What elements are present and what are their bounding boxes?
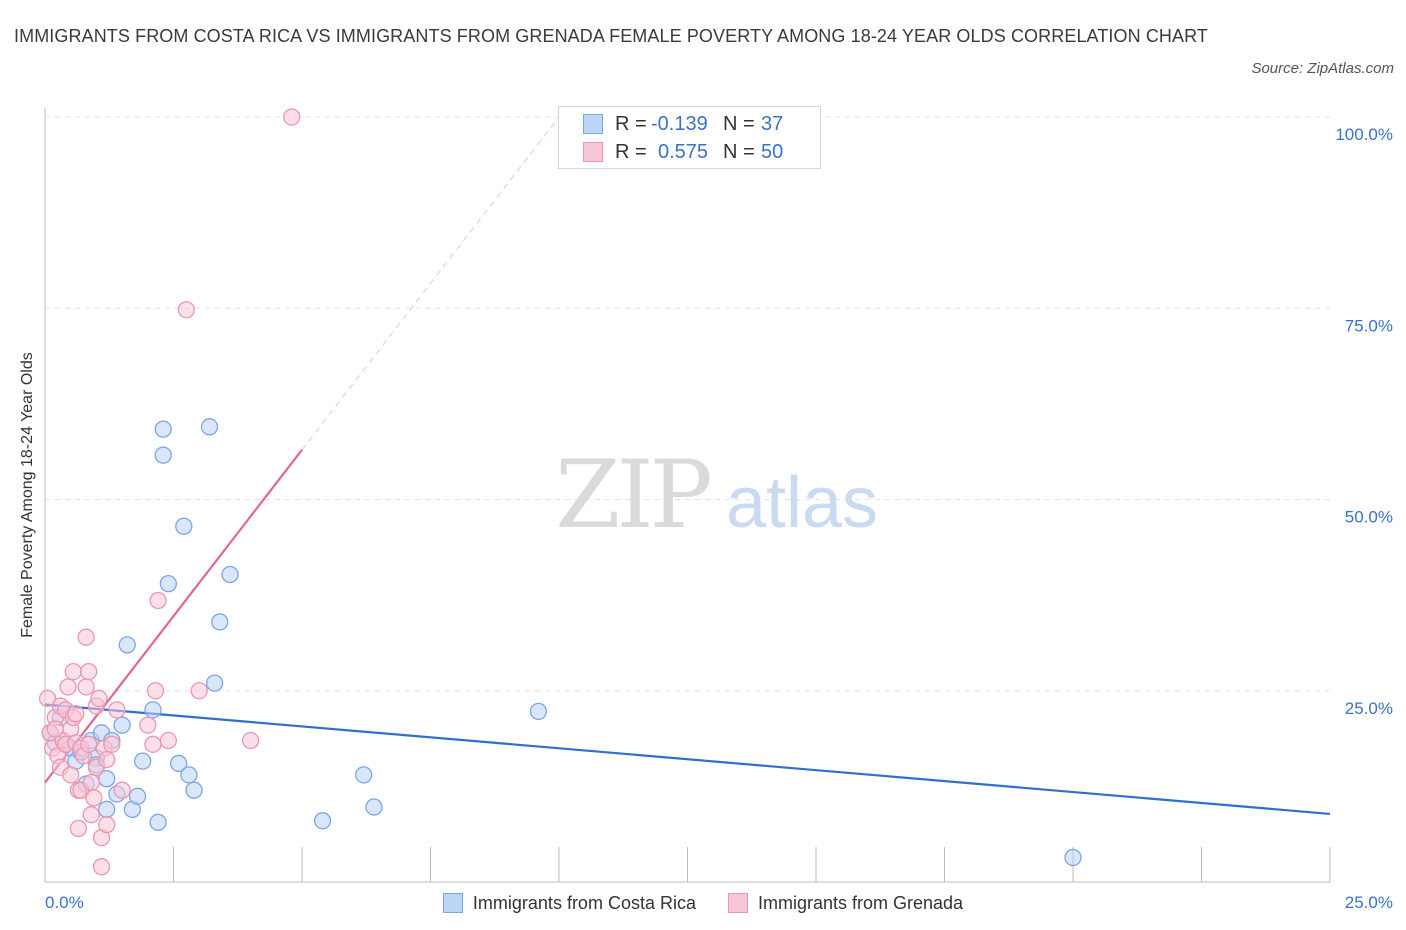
data-point-blue <box>113 716 131 734</box>
axes <box>44 108 1331 883</box>
legend-label-grenada: Immigrants from Grenada <box>757 892 964 913</box>
watermark: ZIP atlas <box>555 441 878 550</box>
series-legend: Immigrants from Costa Rica Immigrants fr… <box>0 888 1406 918</box>
trend-extension-pink <box>301 116 560 451</box>
legend-swatch-pink <box>583 142 603 162</box>
legend-n-value: 37 <box>761 112 784 135</box>
data-point-pink <box>67 705 85 723</box>
data-point-blue <box>205 674 224 692</box>
data-point-blue <box>529 702 548 721</box>
data-point-blue <box>154 446 172 464</box>
data-point-blue <box>154 420 172 438</box>
data-point-pink <box>90 689 108 708</box>
x-tick-label: 0.0% <box>45 893 84 912</box>
data-point-pink <box>80 735 98 753</box>
legend-n-value: 50 <box>761 140 784 163</box>
data-point-blue <box>313 812 332 830</box>
data-point-pink <box>69 819 88 838</box>
chart-title: IMMIGRANTS FROM COSTA RICA VS IMMIGRANTS… <box>14 26 1209 46</box>
data-point-pink <box>139 716 157 734</box>
data-point-pink <box>190 682 208 700</box>
y-tick-label: 25.0% <box>1345 699 1393 718</box>
data-point-blue <box>221 565 239 584</box>
data-point-blue <box>211 613 229 631</box>
legend-swatch-pink <box>727 893 748 913</box>
trend-line-blue <box>44 703 1331 816</box>
data-point-blue <box>118 636 136 654</box>
legend-row-costa-rica: R = -0.139 N = 37 <box>583 111 783 137</box>
data-point-pink <box>62 766 80 784</box>
data-point-pink <box>59 678 77 696</box>
data-point-pink <box>38 689 57 708</box>
data-point-blue <box>159 575 178 593</box>
legend-item-grenada: Immigrants from Grenada <box>727 892 964 914</box>
data-point-pink <box>144 735 162 753</box>
data-point-pink <box>241 731 260 750</box>
stats-legend: R = -0.139 N = 37 R = 0.575 N = 50 <box>558 106 821 169</box>
data-point-pink <box>46 720 64 738</box>
watermark-zip: ZIP <box>555 441 709 550</box>
data-point-pink <box>92 858 111 876</box>
legend-label-costa-rica: Immigrants from Costa Rica <box>472 892 696 913</box>
trend-lines <box>44 116 1331 816</box>
legend-item-costa-rica: Immigrants from Costa Rica <box>442 892 696 914</box>
gridlines <box>45 116 1330 692</box>
data-point-blue <box>180 766 198 784</box>
trend-line-pink <box>44 449 303 784</box>
data-point-blue <box>169 754 188 773</box>
source-credit: Source: ZipAtlas.com <box>1251 60 1394 77</box>
data-point-pink <box>82 773 100 792</box>
data-point-pink <box>82 806 100 824</box>
data-point-pink <box>283 108 301 126</box>
data-point-pink <box>77 678 95 696</box>
y-tick-label: 100.0% <box>1335 125 1393 144</box>
data-point-blue <box>355 766 373 784</box>
data-point-pink <box>103 735 121 753</box>
data-point-blue <box>1064 848 1082 867</box>
data-point-pink <box>98 750 116 769</box>
legend-swatch-blue <box>442 893 463 913</box>
data-point-pink <box>64 662 82 681</box>
data-point-pink <box>146 682 165 700</box>
data-point-pink <box>108 701 126 719</box>
data-point-pink <box>149 591 167 610</box>
y-tick-label: 75.0% <box>1345 316 1393 335</box>
data-point-pink <box>80 662 98 681</box>
data-point-blue <box>144 701 162 719</box>
data-point-blue <box>175 517 193 535</box>
data-point-pink <box>98 815 116 834</box>
data-point-pink <box>113 781 131 799</box>
legend-r-value: 0.575 <box>658 140 709 163</box>
legend-r-label: R = <box>615 140 647 163</box>
legend-n-label: N = <box>723 140 755 163</box>
data-point-blue <box>98 800 116 818</box>
legend-row-grenada: R = 0.575 N = 50 <box>583 139 783 165</box>
data-point-pink <box>85 789 103 807</box>
data-points <box>38 108 1082 876</box>
data-point-pink <box>77 628 95 646</box>
x-tick-label: 25.0% <box>1345 893 1393 912</box>
data-point-blue <box>185 781 203 799</box>
watermark-atlas: atlas <box>726 463 878 543</box>
legend-n-label: N = <box>723 112 755 135</box>
data-point-pink <box>177 301 196 319</box>
y-tick-label: 50.0% <box>1345 508 1393 527</box>
legend-swatch-blue <box>583 114 603 134</box>
legend-r-label: R = <box>615 112 647 135</box>
data-point-blue <box>365 798 383 816</box>
legend-r-value: -0.139 <box>651 112 708 135</box>
data-point-blue <box>200 418 219 436</box>
data-point-blue <box>149 813 167 831</box>
data-point-pink <box>159 731 178 750</box>
data-point-blue <box>134 752 152 770</box>
tick-labels: 25.0% 50.0% 75.0% 100.0% 0.0% 25.0% <box>45 125 1393 912</box>
data-point-blue <box>128 787 147 805</box>
